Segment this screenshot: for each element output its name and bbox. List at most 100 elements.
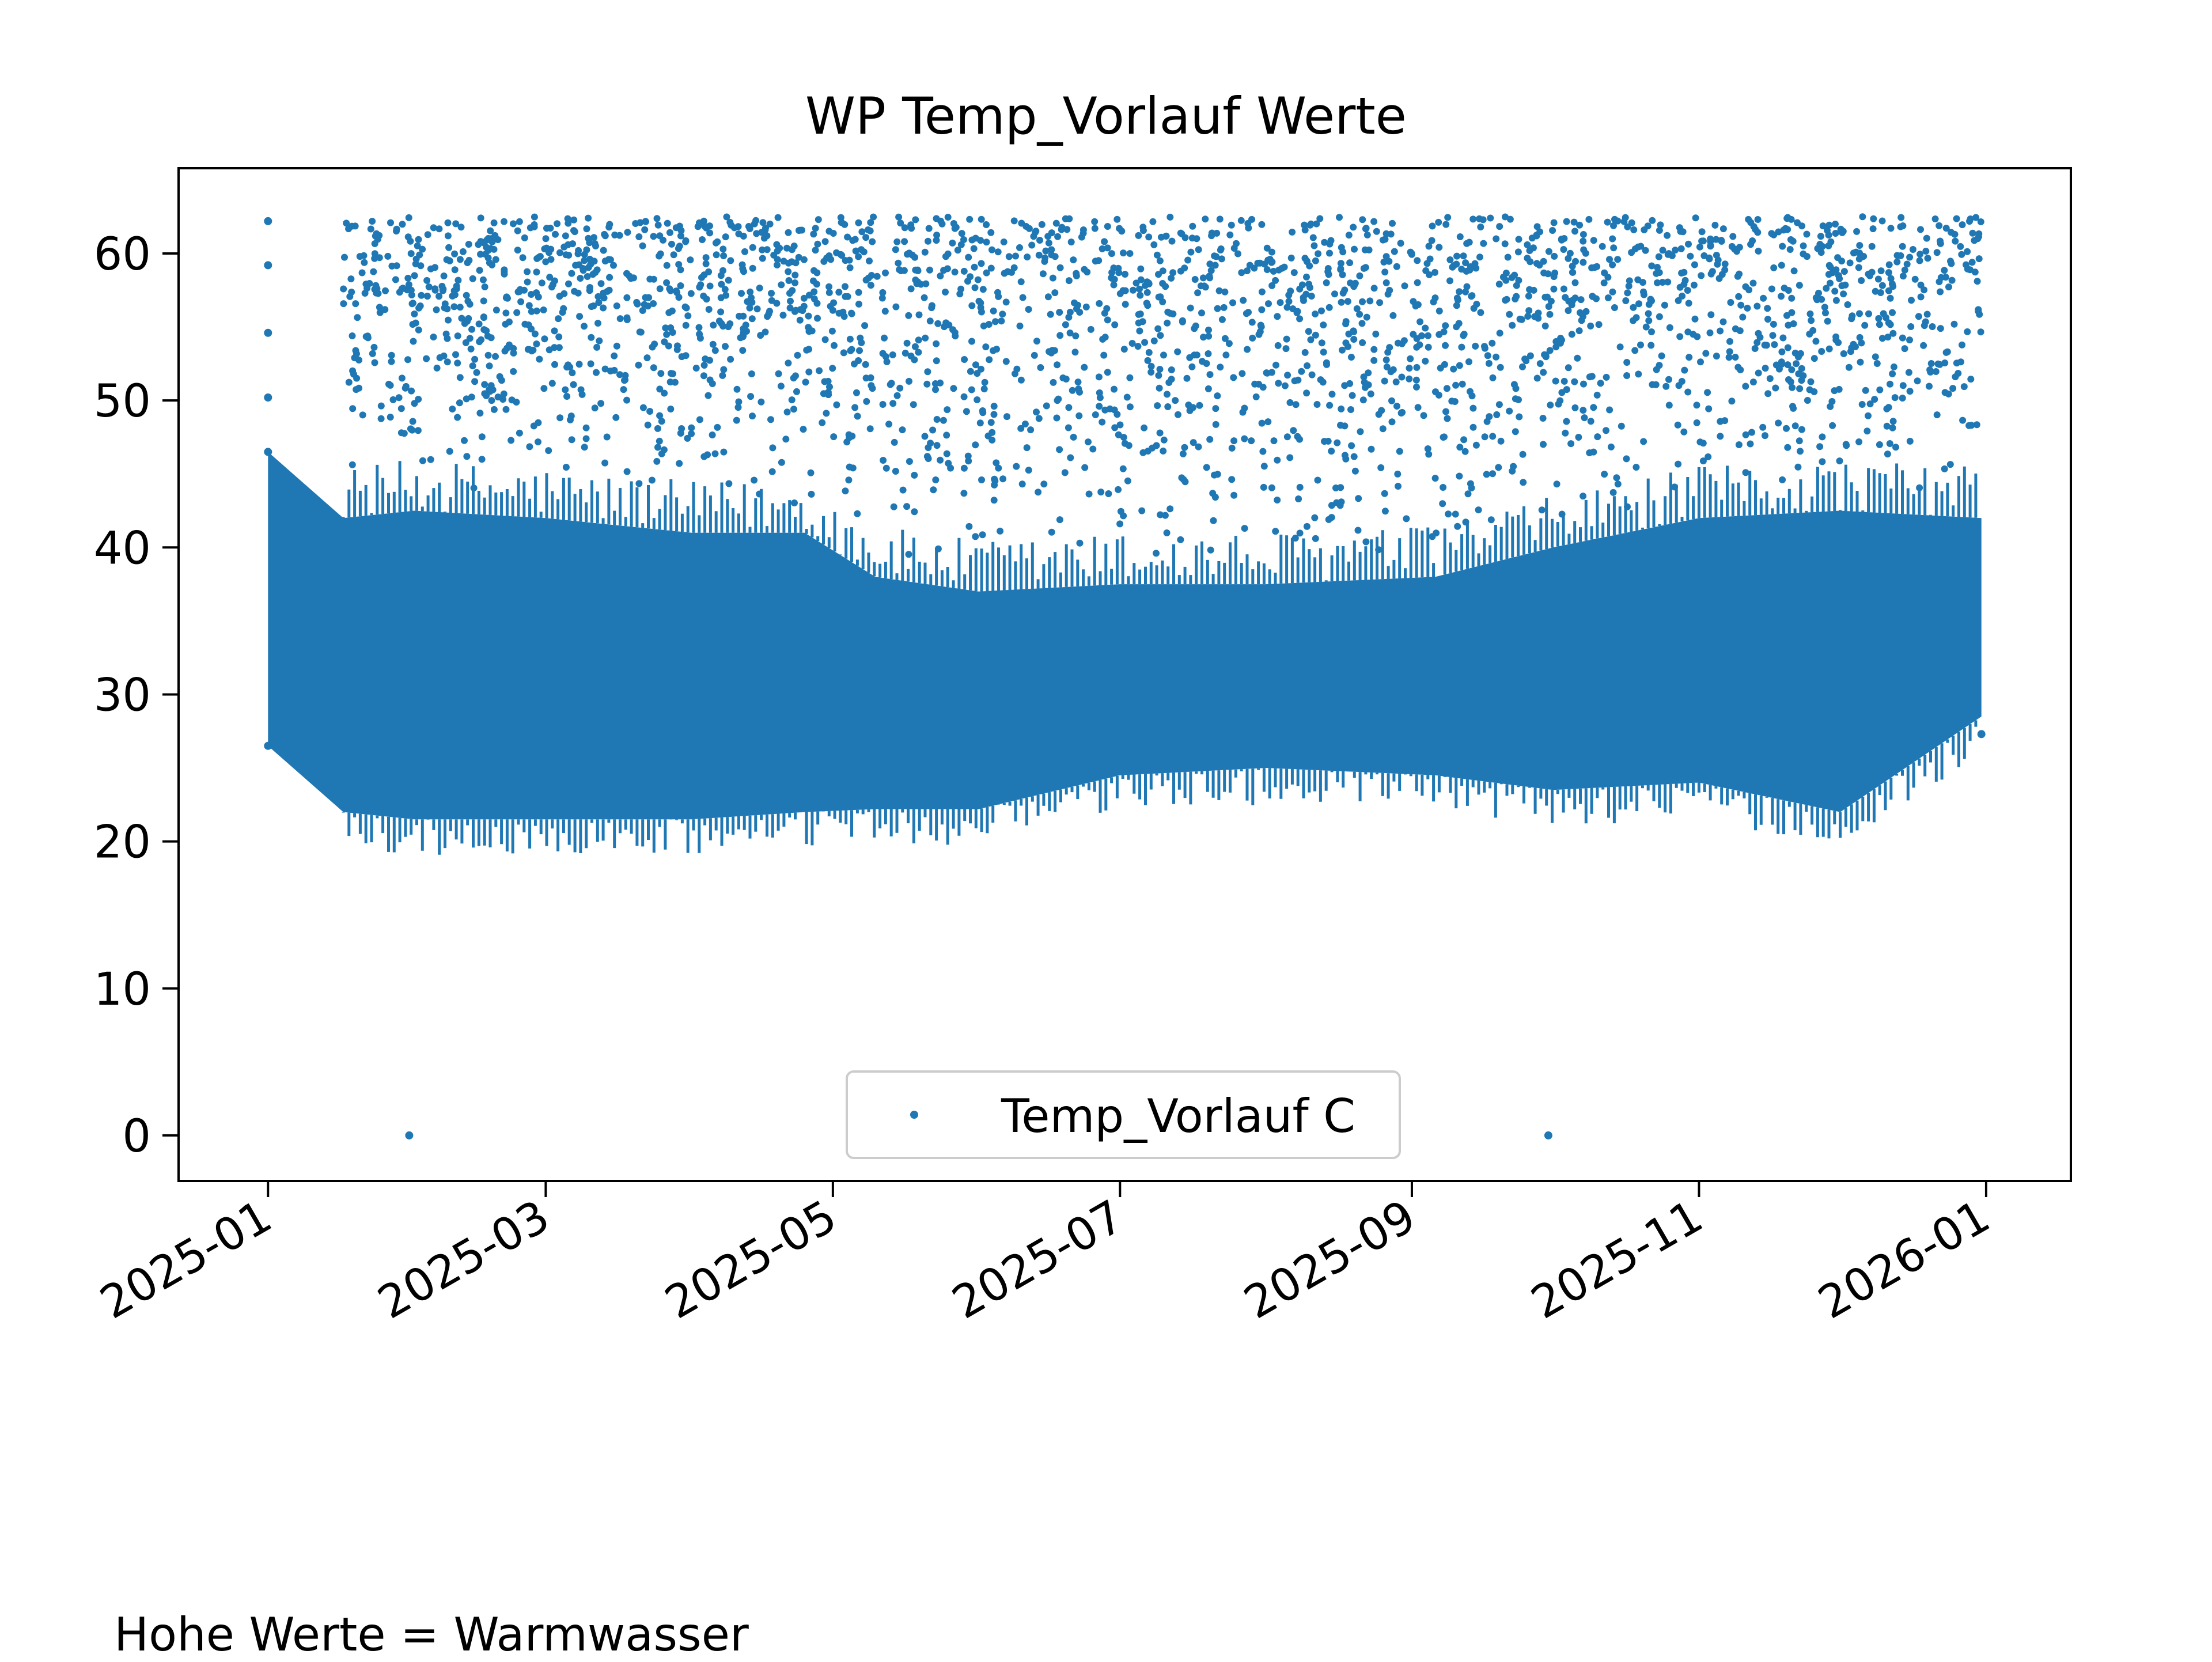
data-point (562, 386, 569, 393)
data-point (983, 269, 990, 277)
data-point (749, 244, 756, 251)
data-point (1518, 316, 1525, 323)
data-point (688, 424, 695, 431)
data-point (1162, 233, 1169, 240)
data-point (1359, 396, 1367, 404)
data-point (594, 293, 602, 300)
data-point (1607, 443, 1615, 450)
data-point (481, 381, 488, 388)
data-point (1647, 296, 1654, 303)
data-point (932, 386, 939, 393)
data-point (1574, 354, 1581, 362)
data-point (906, 458, 913, 465)
data-point (1453, 302, 1460, 309)
data-point (1342, 339, 1350, 347)
data-point (1754, 229, 1762, 236)
data-point (1866, 400, 1874, 408)
data-point (977, 299, 984, 306)
data-point (1952, 237, 1959, 245)
data-point (911, 356, 918, 364)
data-point (1825, 221, 1833, 229)
data-point (1897, 214, 1905, 221)
data-point (430, 224, 437, 232)
data-point (1413, 364, 1421, 371)
data-point (979, 531, 986, 539)
data-point (1104, 369, 1111, 376)
data-point (1345, 232, 1353, 239)
data-point (1363, 313, 1370, 321)
data-point (1350, 453, 1358, 460)
data-point (1207, 267, 1215, 274)
data-point (1788, 294, 1796, 302)
data-point (1903, 260, 1911, 268)
data-point (1848, 315, 1855, 323)
data-point (1138, 507, 1146, 514)
data-point (487, 245, 494, 252)
data-point (1338, 298, 1345, 306)
data-point (1111, 424, 1119, 431)
data-point (1901, 266, 1908, 274)
data-point (1099, 245, 1106, 252)
data-point (1260, 463, 1268, 470)
data-point (1606, 406, 1613, 414)
data-point (514, 247, 521, 254)
data-point (1831, 287, 1839, 295)
data-point (1155, 293, 1162, 301)
data-point (1303, 523, 1310, 530)
data-point (410, 338, 417, 345)
data-point (1410, 298, 1417, 305)
data-point (1967, 376, 1975, 383)
data-point (1042, 247, 1050, 255)
data-point (1887, 294, 1894, 302)
data-point (1325, 304, 1333, 311)
data-point (1025, 306, 1032, 313)
data-point (915, 311, 923, 319)
data-point (990, 411, 998, 418)
data-point (722, 343, 729, 350)
data-point (571, 228, 578, 236)
data-point (1396, 448, 1403, 455)
data-point (1899, 334, 1906, 342)
data-point (1292, 401, 1300, 408)
data-point (1460, 252, 1467, 260)
data-point (498, 377, 505, 384)
data-point (753, 305, 761, 313)
data-point (491, 232, 499, 239)
data-point (1312, 257, 1319, 264)
data-point (1914, 377, 1921, 385)
data-point (1736, 244, 1743, 251)
data-point (1737, 366, 1744, 373)
data-point (1241, 525, 1248, 532)
data-point (1000, 238, 1007, 245)
data-point (1580, 313, 1586, 320)
data-point (1571, 294, 1579, 302)
data-point (656, 232, 664, 240)
legend-label: Temp_Vorlauf C (1001, 1089, 1355, 1143)
data-point (1303, 273, 1310, 281)
data-point (1263, 244, 1271, 252)
data-point (1899, 382, 1907, 389)
data-point (1631, 347, 1639, 354)
data-point (1857, 358, 1864, 366)
data-point (404, 274, 412, 282)
data-point (960, 236, 967, 243)
data-point (1285, 298, 1293, 305)
data-point (912, 216, 919, 224)
data-point (774, 262, 781, 268)
data-point (1810, 355, 1818, 362)
data-point (1300, 297, 1307, 304)
data-point (892, 303, 900, 311)
data-point (656, 412, 664, 419)
data-point (1414, 404, 1422, 411)
data-point (1154, 402, 1161, 410)
data-point (1634, 276, 1642, 283)
data-point (1705, 453, 1712, 460)
data-point (454, 332, 461, 340)
data-point (1665, 402, 1673, 409)
data-point (1179, 317, 1186, 324)
data-point (1044, 293, 1052, 301)
data-point (1668, 252, 1676, 259)
data-point (1298, 368, 1305, 375)
data-point (1101, 238, 1108, 245)
data-point (661, 389, 668, 397)
